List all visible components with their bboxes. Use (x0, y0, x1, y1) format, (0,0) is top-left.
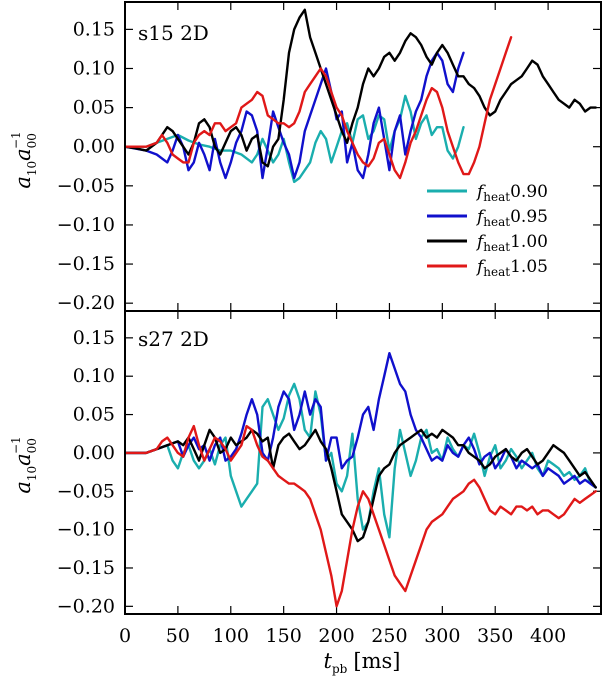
y-axis-label-top: a10a00−1 (9, 131, 39, 188)
y-tick-label-s15: 0.10 (73, 57, 115, 79)
x-tick-label: 300 (424, 625, 460, 647)
x-tick-label: 200 (318, 625, 354, 647)
series-line-s27-090 (125, 382, 597, 539)
x-tick-label: 100 (213, 625, 249, 647)
x-tick-label: 150 (266, 625, 302, 647)
panel-frame-s27 (124, 310, 602, 615)
x-tick-label: 350 (477, 625, 513, 647)
xlabel-t: t (324, 649, 333, 673)
x-tick-label: 400 (530, 625, 566, 647)
y-tick-label-s15: 0.00 (73, 136, 115, 158)
ylabel-sub2: 00 (25, 438, 39, 453)
y-tick-label-s27: 0.15 (73, 327, 115, 349)
y-tick-label-s15: −0.10 (57, 214, 115, 236)
x-tick-label: 50 (166, 625, 190, 647)
y-tick-label-s27: 0.10 (73, 365, 115, 387)
series-line-s15-105 (125, 36, 513, 180)
y-tick-label-s27: 0.05 (73, 404, 115, 426)
ylabel-a2: a (11, 148, 35, 161)
panel-s27: 0.15 0.10 0.05 0.00 −0.05 −0.10 −0.15 −0.200 50 1… (57, 310, 602, 647)
ylabel-a2: a (11, 453, 35, 466)
y-tick-label-s15: 0.05 (73, 97, 115, 119)
xlabel-unit: [ms] (353, 649, 400, 673)
y-axis-label-bottom: a10a00−1 (9, 436, 39, 493)
ylabel-sub1: 10 (25, 161, 39, 176)
x-tick-label: 250 (371, 625, 407, 647)
series-line-s27-105 (125, 424, 597, 608)
series-line-s15-100 (125, 8, 597, 168)
series-line-s15-090 (125, 94, 465, 184)
ylabel-sup: −1 (9, 436, 23, 454)
ylabel-a: a (11, 481, 35, 494)
legend-label-095: fheat0.95 (475, 207, 548, 229)
x-tick-label: 0 (119, 625, 131, 647)
y-tick-label-s27: −0.05 (57, 480, 115, 502)
x-axis-label: tpb [ms] (324, 649, 401, 676)
y-tick-label-s27: −0.10 (57, 519, 115, 541)
plot-area-s15: 0.15 0.10 0.05 0.00 −0.05 −0.10 −0.15 −0.20 (57, 2, 601, 314)
legend: fheat0.90 fheat0.95 fheat1.00 fheat1.05 (427, 182, 548, 279)
panel-title-s27: s27 2D (138, 327, 209, 351)
legend-label-100: fheat1.00 (475, 232, 548, 254)
y-tick-label-s27: −0.15 (57, 557, 115, 579)
plot-area-s27: 0.15 0.10 0.05 0.00 −0.05 −0.10 −0.15 −0.200 50 1… (57, 311, 601, 647)
legend-label-090: fheat0.90 (475, 182, 548, 204)
legend-label-105: fheat1.05 (475, 257, 548, 279)
y-tick-label-s15: −0.20 (57, 292, 115, 314)
y-tick-label-s15: −0.05 (57, 175, 115, 197)
y-tick-label-s27: −0.20 (57, 595, 115, 617)
panel-s15: 0.15 0.10 0.05 0.00 −0.05 −0.10 −0.15 −0.20 s15… (57, 1, 602, 314)
series-line-s27-095 (125, 352, 597, 489)
panel-title-s15: s15 2D (138, 21, 209, 45)
ylabel-sup: −1 (9, 131, 23, 149)
y-tick-label-s15: 0.15 (73, 18, 115, 40)
y-tick-label-s15: −0.15 (57, 253, 115, 275)
series-line-s27-100 (125, 428, 597, 543)
y-tick-label-s27: 0.00 (73, 442, 115, 464)
series-line-s15-095 (125, 51, 465, 180)
ylabel-a: a (11, 176, 35, 189)
ylabel-sub1: 10 (25, 466, 39, 481)
xlabel-sub: pb (332, 662, 348, 676)
ylabel-sub2: 00 (25, 133, 39, 148)
